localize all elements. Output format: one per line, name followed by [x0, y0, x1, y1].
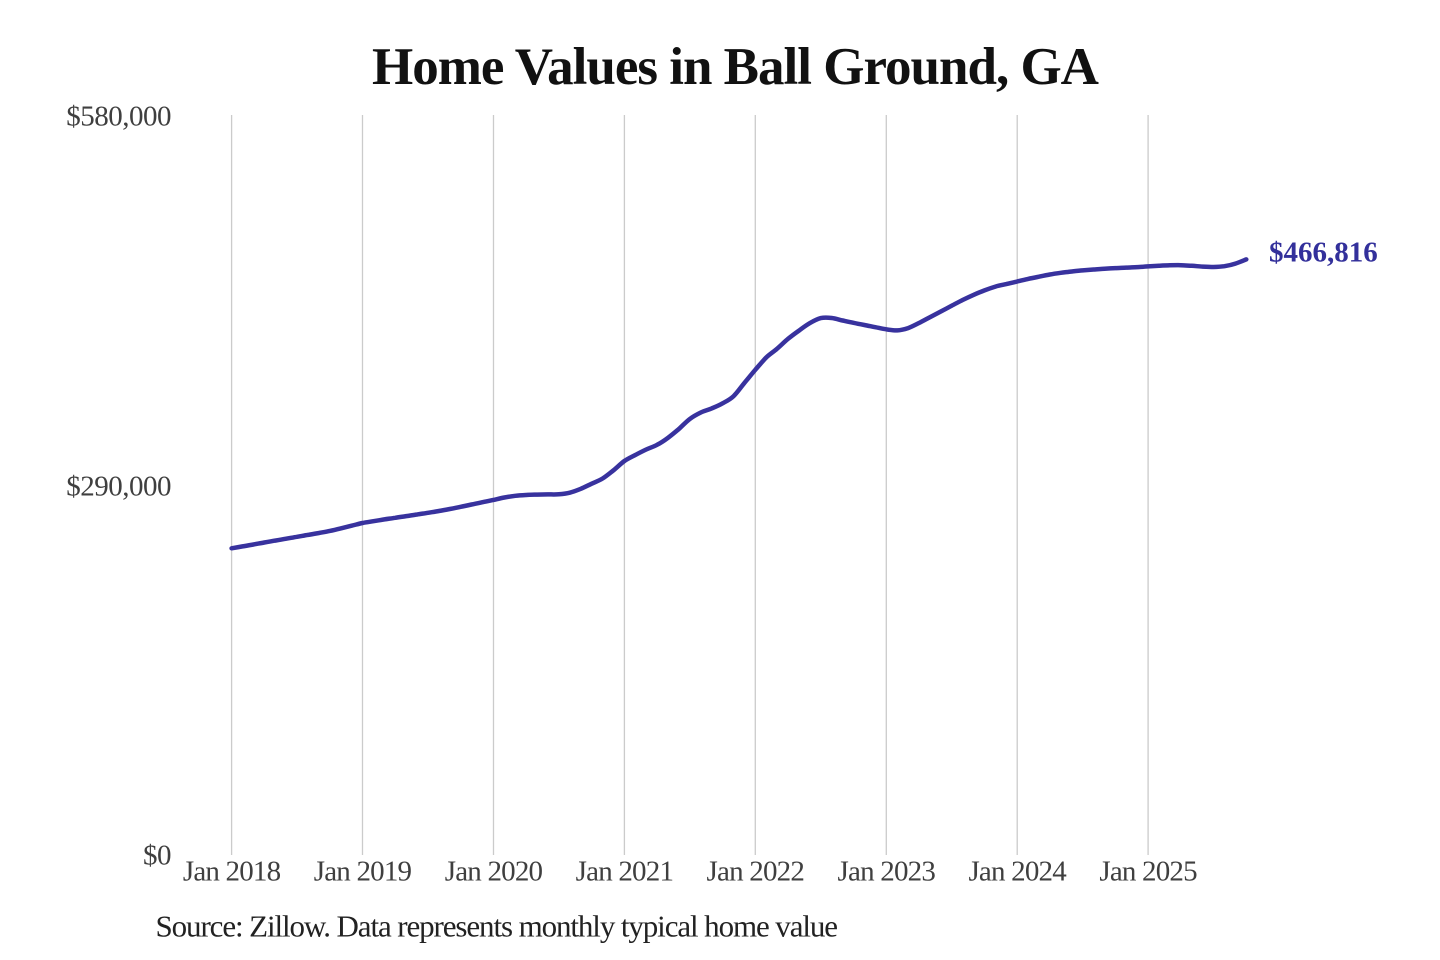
svg-text:Jan 2021: Jan 2021	[576, 856, 674, 888]
svg-text:Jan 2019: Jan 2019	[314, 856, 412, 888]
svg-text:$290,000: $290,000	[66, 471, 171, 503]
svg-text:Jan 2024: Jan 2024	[968, 856, 1067, 888]
svg-text:Jan 2018: Jan 2018	[183, 856, 281, 888]
svg-text:Jan 2020: Jan 2020	[445, 856, 543, 888]
svg-text:$580,000: $580,000	[66, 101, 171, 133]
svg-text:$0: $0	[143, 839, 171, 871]
svg-text:Home Values in Ball Ground, GA: Home Values in Ball Ground, GA	[372, 38, 1099, 96]
svg-text:$466,816: $466,816	[1269, 237, 1378, 269]
svg-text:Jan 2025: Jan 2025	[1099, 856, 1197, 888]
svg-text:Jan 2023: Jan 2023	[838, 856, 936, 888]
svg-text:Jan 2022: Jan 2022	[707, 856, 805, 888]
svg-text:Source: Zillow. Data represent: Source: Zillow. Data represents monthly …	[156, 909, 838, 944]
